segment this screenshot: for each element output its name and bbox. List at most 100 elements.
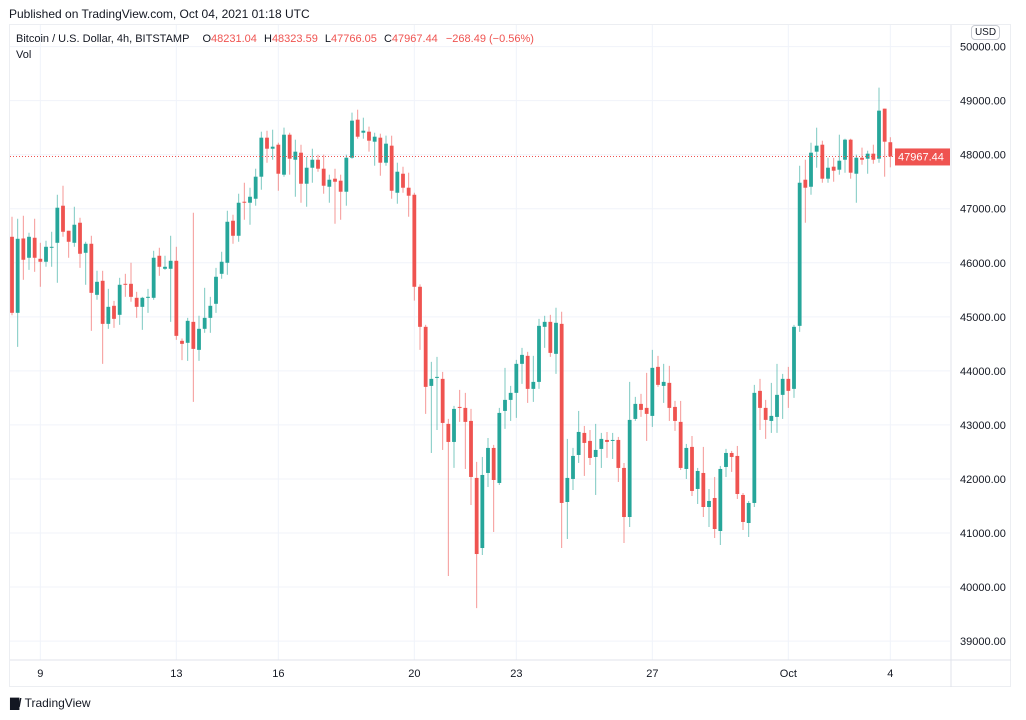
candle-body-up <box>270 146 275 149</box>
candle-body-up <box>344 157 349 192</box>
candle-body-up <box>72 224 77 243</box>
candle-body-down <box>446 423 451 442</box>
candle-body-down <box>605 439 609 442</box>
candle-body-down <box>729 452 734 457</box>
candle-body-down <box>299 152 303 184</box>
candle-body-up <box>168 260 173 269</box>
candle-body-up <box>514 363 519 393</box>
candle-body-down <box>701 472 706 508</box>
candle-body-down <box>191 321 196 349</box>
price-tick-label: 42000.00 <box>960 474 1006 486</box>
candle-body-up <box>854 157 859 174</box>
time-tick-label: 20 <box>408 668 420 680</box>
candle-body-down <box>820 144 825 179</box>
candle-body-down <box>389 145 394 191</box>
currency-badge[interactable]: USD <box>971 25 1000 40</box>
candle-body-up <box>531 381 536 389</box>
candle-body-up <box>769 415 774 421</box>
candle-body-up <box>384 143 388 163</box>
price-tick-label: 50000.00 <box>960 42 1006 54</box>
candle-body-up <box>310 159 315 168</box>
candle-body-up <box>503 399 507 411</box>
candle-body-down <box>287 134 292 159</box>
candle-body-up <box>576 431 581 455</box>
candle-body-down <box>123 283 128 285</box>
candle-body-up <box>185 320 190 343</box>
candle-body-up <box>593 449 598 457</box>
candle-body-down <box>78 222 82 254</box>
price-tick-label: 45000.00 <box>960 312 1006 324</box>
candle-body-up <box>27 236 31 258</box>
candle-body-up <box>865 153 870 159</box>
candle-body-down <box>786 378 791 391</box>
candle-body-up <box>106 306 111 324</box>
candle-body-down <box>548 321 553 353</box>
volume-indicator-label[interactable]: Vol <box>16 49 32 61</box>
candle-body-down <box>378 137 383 163</box>
candle-body-up <box>809 152 813 187</box>
open-value: 48231.04 <box>211 33 257 45</box>
candle-body-up <box>661 381 666 386</box>
time-tick-label: 23 <box>510 668 522 680</box>
footer-brand[interactable]: ▇/ TradingView <box>10 696 91 710</box>
price-tick-label: 47000.00 <box>960 204 1006 216</box>
candle-body-up <box>95 281 99 295</box>
candle-body-down <box>491 447 496 480</box>
candle-body-up <box>843 139 847 160</box>
candle-body-up <box>350 120 354 158</box>
price-tick-label: 41000.00 <box>960 528 1006 540</box>
candle-body-up <box>429 378 434 386</box>
candle-body-up <box>225 221 230 263</box>
candle-body-down <box>401 173 405 188</box>
chart-frame <box>9 24 1011 687</box>
candle-body-down <box>690 446 694 491</box>
candle-body-down <box>338 180 343 192</box>
price-tick-label: 49000.00 <box>960 96 1006 108</box>
candle-body-down <box>32 237 37 258</box>
candle-body-up <box>684 447 689 469</box>
candle-body-up <box>542 321 547 327</box>
candle-body-up <box>259 137 264 177</box>
candle-body-down <box>871 153 876 160</box>
candle-body-up <box>746 502 751 524</box>
candle-body-up <box>775 394 779 417</box>
candle-body-up <box>395 171 400 193</box>
candle-body-down <box>112 305 116 319</box>
candle-body-down <box>882 108 887 142</box>
candle-body-up <box>565 477 570 502</box>
candle-body-down <box>735 455 740 494</box>
candle-body-up <box>236 202 241 236</box>
candle-body-up <box>877 110 881 159</box>
candle-body-down <box>355 119 360 137</box>
time-tick-label: 4 <box>887 668 893 680</box>
candle-body-down <box>644 407 649 414</box>
candle-body-up <box>219 261 224 274</box>
low-value: 47766.05 <box>331 33 377 45</box>
candle-body-up <box>780 378 785 395</box>
tradingview-logo-icon: ▇/ <box>10 696 22 710</box>
candle-body-down <box>157 255 162 267</box>
candle-body-up <box>508 392 513 400</box>
symbol-title[interactable]: Bitcoin / U.S. Dollar, 4h, BITSTAMP <box>16 33 190 45</box>
candle-body-up <box>724 452 728 467</box>
close-label: C <box>383 33 392 45</box>
high-label: H <box>263 33 272 45</box>
candle-body-up <box>826 167 830 179</box>
candle-body-down <box>803 179 808 188</box>
candle-body-up <box>480 474 485 549</box>
candle-body-up <box>372 136 377 142</box>
published-note: Published on TradingView.com, Oct 04, 20… <box>9 7 310 21</box>
candle-body-down <box>66 230 71 242</box>
candle-body-down <box>588 440 592 458</box>
candle-body-down <box>174 260 179 336</box>
candle-body-up <box>208 305 213 318</box>
candle-body-down <box>763 407 768 420</box>
candle-body-up <box>55 207 60 243</box>
candle-body-down <box>321 168 326 186</box>
candle-body-up <box>537 325 541 382</box>
candle-body-up <box>83 243 88 253</box>
candle-body-up <box>163 266 167 269</box>
candle-body-up <box>554 322 558 354</box>
candle-body-up <box>293 151 298 160</box>
